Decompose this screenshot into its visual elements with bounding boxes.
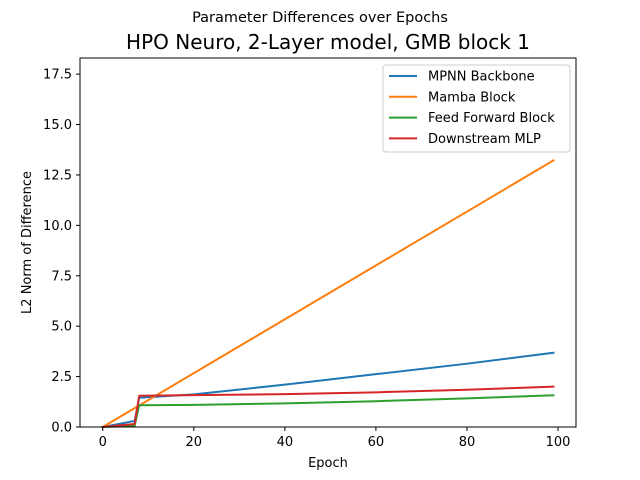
series-line-1 — [101, 159, 555, 429]
y-ticks: 0.0 2.5 5.0 7.5 10.0 12.5 15.0 17.5 — [43, 68, 80, 436]
y-tick-label: 12.5 — [43, 168, 72, 183]
x-tick-label: 20 — [186, 435, 203, 450]
y-tick-label: 15.0 — [43, 118, 72, 133]
x-ticks: 0 20 40 60 80 100 — [99, 427, 571, 450]
x-tick-label: 0 — [99, 435, 107, 450]
legend-label-2: Feed Forward Block — [428, 111, 555, 126]
legend-box — [382, 64, 571, 153]
x-axis-label: Epoch — [308, 456, 348, 471]
legend: MPNN Backbone Mamba Block Feed Forward Blo… — [382, 64, 571, 153]
x-tick-label: 80 — [459, 435, 476, 450]
y-tick-label: 10.0 — [43, 219, 72, 234]
y-tick-label: 0.0 — [51, 421, 72, 436]
legend-label-1: Mamba Block — [428, 90, 516, 105]
legend-items: MPNN Backbone Mamba Block Feed Forward Blo… — [389, 70, 555, 147]
y-tick-label: 7.5 — [51, 269, 72, 284]
figure-suptitle: Parameter Differences over Epochs — [192, 10, 448, 26]
y-tick-label: 5.0 — [51, 320, 72, 335]
x-tick-label: 40 — [277, 435, 294, 450]
series-line-3 — [101, 385, 555, 429]
legend-label-3: Downstream MLP — [428, 132, 541, 147]
y-axis-label: L2 Norm of Difference — [20, 171, 35, 314]
axes-frame — [79, 57, 577, 428]
legend-label-0: MPNN Backbone — [428, 70, 535, 85]
x-tick-label: 100 — [546, 435, 571, 450]
series-layer — [101, 159, 555, 429]
chart-title: HPO Neuro, 2-Layer model, GMB block 1 — [126, 30, 530, 54]
x-tick-label: 60 — [368, 435, 385, 450]
y-tick-label: 17.5 — [43, 68, 72, 83]
y-tick-label: 2.5 — [51, 370, 72, 385]
